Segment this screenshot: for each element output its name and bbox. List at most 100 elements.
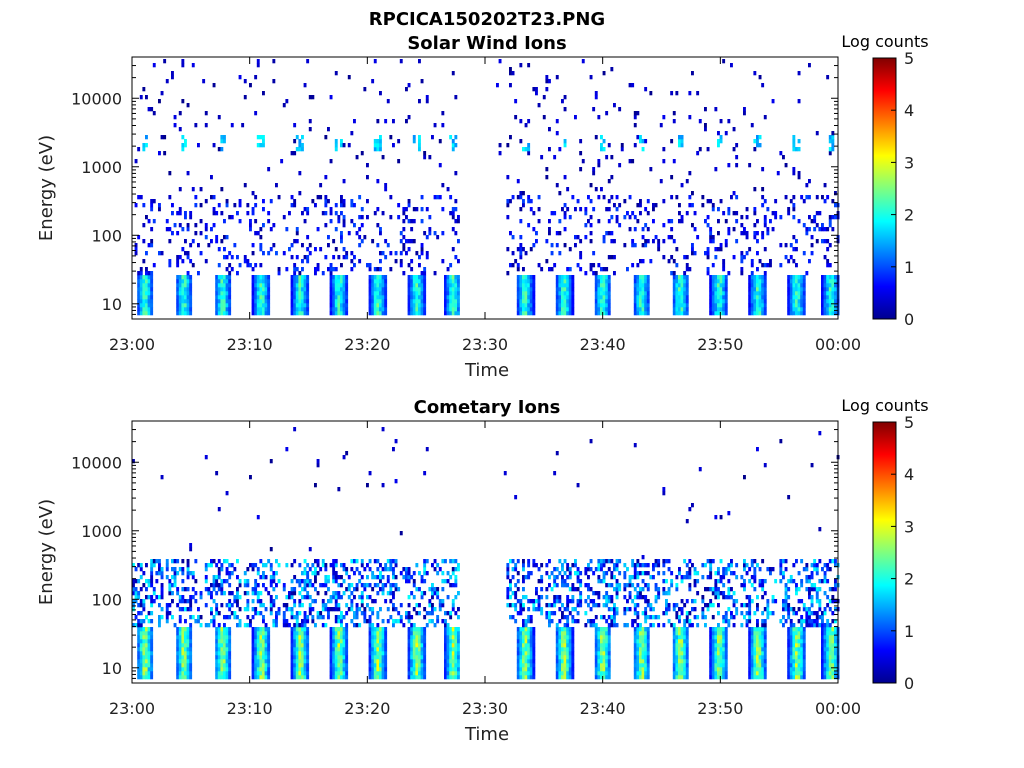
heatmap-cell [194,559,198,564]
heatmap-cell [610,571,614,576]
heatmap-cell [204,603,208,608]
heatmap-cell [181,283,185,288]
heatmap-cell [662,611,666,616]
heatmap-cell [561,611,564,616]
heatmap-cell [522,199,525,204]
heatmap-cell [615,195,619,200]
heatmap-cell [340,595,343,600]
heatmap-cell [376,303,380,308]
heatmap-cell [420,627,424,632]
heatmap-cell [293,307,297,312]
heatmap-cell [225,279,229,284]
heatmap-cell [332,307,336,312]
heatmap-cell [527,667,531,672]
heatmap-cell [145,303,148,308]
heatmap-cell [823,287,827,292]
heatmap-cell [724,283,728,288]
heatmap-cell [457,635,460,640]
heatmap-cell [457,627,460,632]
heatmap-cell [342,279,346,284]
heatmap-cell [379,251,382,256]
heatmap-cell [340,623,343,628]
heatmap-cell [750,291,754,296]
heatmap-cell [340,239,343,244]
heatmap-cell [522,311,525,316]
heatmap-cell [199,615,203,620]
heatmap-cell [607,295,611,300]
heatmap-cell [563,287,567,292]
heatmap-cell [834,287,837,292]
heatmap-cell [147,635,151,640]
heatmap-cell [745,215,749,220]
heatmap-cell [381,627,385,632]
heatmap-cell [545,87,549,92]
heatmap-cell [329,627,333,632]
heatmap-cell [524,667,528,672]
heatmap-cell [282,611,286,616]
heatmap-cell [254,647,258,652]
heatmap-cell [259,227,263,232]
heatmap-cell [527,223,531,228]
heatmap-cell [607,291,611,296]
heatmap-cell [451,635,455,640]
heatmap-cell [420,595,424,600]
heatmap-cell [418,643,421,648]
heatmap-cell [425,235,429,240]
heatmap-cell [334,147,338,152]
heatmap-cell [256,667,260,672]
heatmap-cell [139,303,143,308]
heatmap-cell [212,623,216,628]
heatmap-cell [363,583,367,588]
heatmap-cell [563,203,567,208]
heatmap-cell [238,199,242,204]
heatmap-cell [555,119,559,124]
heatmap-cell [142,663,146,668]
heatmap-cell [267,275,271,280]
heatmap-cell [522,267,525,272]
heatmap-cell [137,639,141,644]
heatmap-cell [558,219,562,224]
heatmap-cell [342,659,346,664]
heatmap-cell [139,599,143,604]
heatmap-cell [384,299,388,304]
heatmap-cell [178,275,182,280]
heatmap-cell [368,623,372,628]
heatmap-cell [259,307,263,312]
heatmap-cell [298,283,302,288]
heatmap-cell [410,239,414,244]
heatmap-cell [230,123,234,128]
heatmap-cell [641,663,645,668]
heatmap-cell [823,227,827,232]
heatmap-cell [215,667,219,672]
heatmap-cell [145,291,148,296]
heatmap-cell [337,663,341,668]
heatmap-cell [568,631,572,636]
heatmap-cell [254,303,258,308]
heatmap-cell [787,279,791,284]
heatmap-cell [457,643,460,648]
heatmap-cell [212,575,216,580]
heatmap-cell [308,547,312,552]
heatmap-cell [379,307,382,312]
heatmap-cell [217,559,221,564]
heatmap-cell [194,579,198,584]
heatmap-cell [524,307,528,312]
heatmap-cell [753,139,757,144]
heatmap-cell [641,555,645,560]
heatmap-cell [181,279,185,284]
heatmap-cell [792,291,796,296]
heatmap-cell [379,231,382,236]
heatmap-cell [184,607,187,612]
heatmap-cell [150,631,154,636]
heatmap-cell [363,587,367,592]
heatmap-cell [763,295,767,300]
heatmap-cell [423,627,427,632]
heatmap-cell [340,675,343,680]
heatmap-cell [654,599,658,604]
heatmap-cell [420,275,424,280]
heatmap-cell [454,95,458,100]
heatmap-cell [524,639,528,644]
heatmap-cell [342,307,346,312]
heatmap-cell [566,603,570,608]
heatmap-cell [376,139,380,144]
